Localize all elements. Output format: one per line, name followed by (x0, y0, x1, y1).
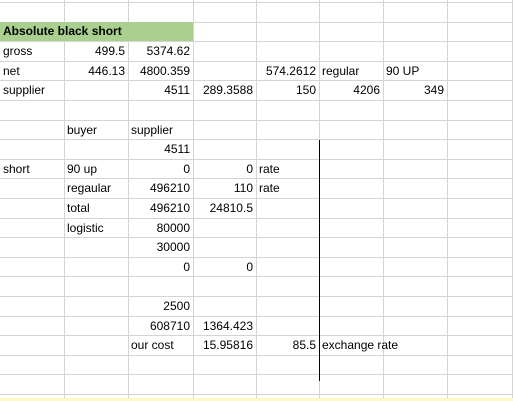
cell-c17[interactable]: 608710 (149, 319, 190, 333)
row-gridline (0, 178, 513, 179)
row-gridline (0, 276, 513, 277)
cell-d9[interactable]: 0 (246, 162, 253, 176)
cell-c7[interactable]: supplier (131, 123, 174, 137)
cell-e9[interactable]: rate (259, 162, 280, 176)
row-gridline (0, 316, 513, 317)
cell-b3[interactable]: 499.5 (94, 44, 125, 58)
cell-c11[interactable]: 496210 (149, 201, 190, 215)
row-gridline (0, 100, 513, 101)
column-gridline (256, 0, 257, 398)
cell-e4[interactable]: 574.2612 (265, 64, 316, 78)
cell-b9[interactable]: 90 up (67, 162, 98, 176)
cell-b7[interactable]: buyer (67, 123, 98, 137)
cell-c3[interactable]: 5374.62 (146, 44, 190, 58)
cell-c9[interactable]: 0 (183, 162, 190, 176)
row-gridline (0, 374, 513, 375)
row-gridline (0, 139, 513, 140)
cell-d14[interactable]: 0 (246, 260, 253, 274)
column-gridline (383, 0, 384, 398)
row-gridline (0, 237, 513, 238)
cell-f4[interactable]: regular (322, 64, 360, 78)
cell-c8[interactable]: 4511 (164, 142, 190, 156)
cell-e10[interactable]: rate (259, 181, 280, 195)
row-gridline (0, 2, 513, 3)
cell-a4[interactable]: net (3, 64, 20, 78)
cell-c13[interactable]: 30000 (156, 240, 190, 254)
cell-d17[interactable]: 1364.423 (202, 319, 253, 333)
bottom-band (0, 398, 513, 401)
row-gridline (0, 355, 513, 356)
row-gridline (0, 257, 513, 258)
cell-d11[interactable]: 24810.5 (209, 201, 253, 215)
cell-f5[interactable]: 4206 (353, 83, 380, 97)
cell-c16[interactable]: 2500 (163, 299, 190, 313)
row-gridline (0, 335, 513, 336)
cell-c12[interactable]: 80000 (156, 221, 190, 235)
cell-e18[interactable]: 85.5 (292, 338, 316, 352)
cell-g5[interactable]: 349 (423, 83, 444, 97)
cell-b11[interactable]: total (67, 201, 90, 215)
column-gridline (193, 0, 194, 398)
cell-g4[interactable]: 90 UP (386, 64, 420, 78)
row-gridline (0, 61, 513, 62)
column-gridline (64, 0, 65, 398)
cell-c4[interactable]: 4800.359 (139, 64, 190, 78)
row-gridline (0, 159, 513, 160)
column-gridline (447, 0, 448, 398)
column-border-line (319, 140, 320, 381)
cell-c10[interactable]: 496210 (149, 181, 190, 195)
row-gridline (0, 296, 513, 297)
cell-d5[interactable]: 289.3588 (202, 83, 253, 97)
cell-c18[interactable]: our cost (131, 338, 174, 352)
cell-a3[interactable]: gross (3, 44, 33, 58)
title-cell[interactable]: Absolute black short (0, 22, 193, 41)
cell-d18[interactable]: 15.95816 (202, 338, 253, 352)
cell-d10[interactable]: 110 (233, 181, 253, 195)
cell-c5[interactable]: 4511 (164, 83, 190, 97)
cell-a5[interactable]: supplier (3, 83, 46, 97)
row-gridline (0, 120, 513, 121)
cell-e5[interactable]: 150 (295, 83, 316, 97)
cell-b10[interactable]: regaular (67, 181, 112, 195)
row-gridline (0, 394, 513, 395)
row-gridline (0, 41, 513, 42)
cell-b12[interactable]: logistic (67, 221, 104, 235)
row-gridline (0, 198, 513, 199)
cell-b4[interactable]: 446.13 (88, 64, 125, 78)
row-gridline (0, 218, 513, 219)
row-gridline (0, 80, 513, 81)
cell-a9[interactable]: short (3, 162, 30, 176)
column-gridline (128, 0, 129, 398)
cell-c14[interactable]: 0 (183, 260, 190, 274)
cell-f18[interactable]: exchange rate (322, 338, 399, 352)
row-gridline (0, 22, 513, 23)
